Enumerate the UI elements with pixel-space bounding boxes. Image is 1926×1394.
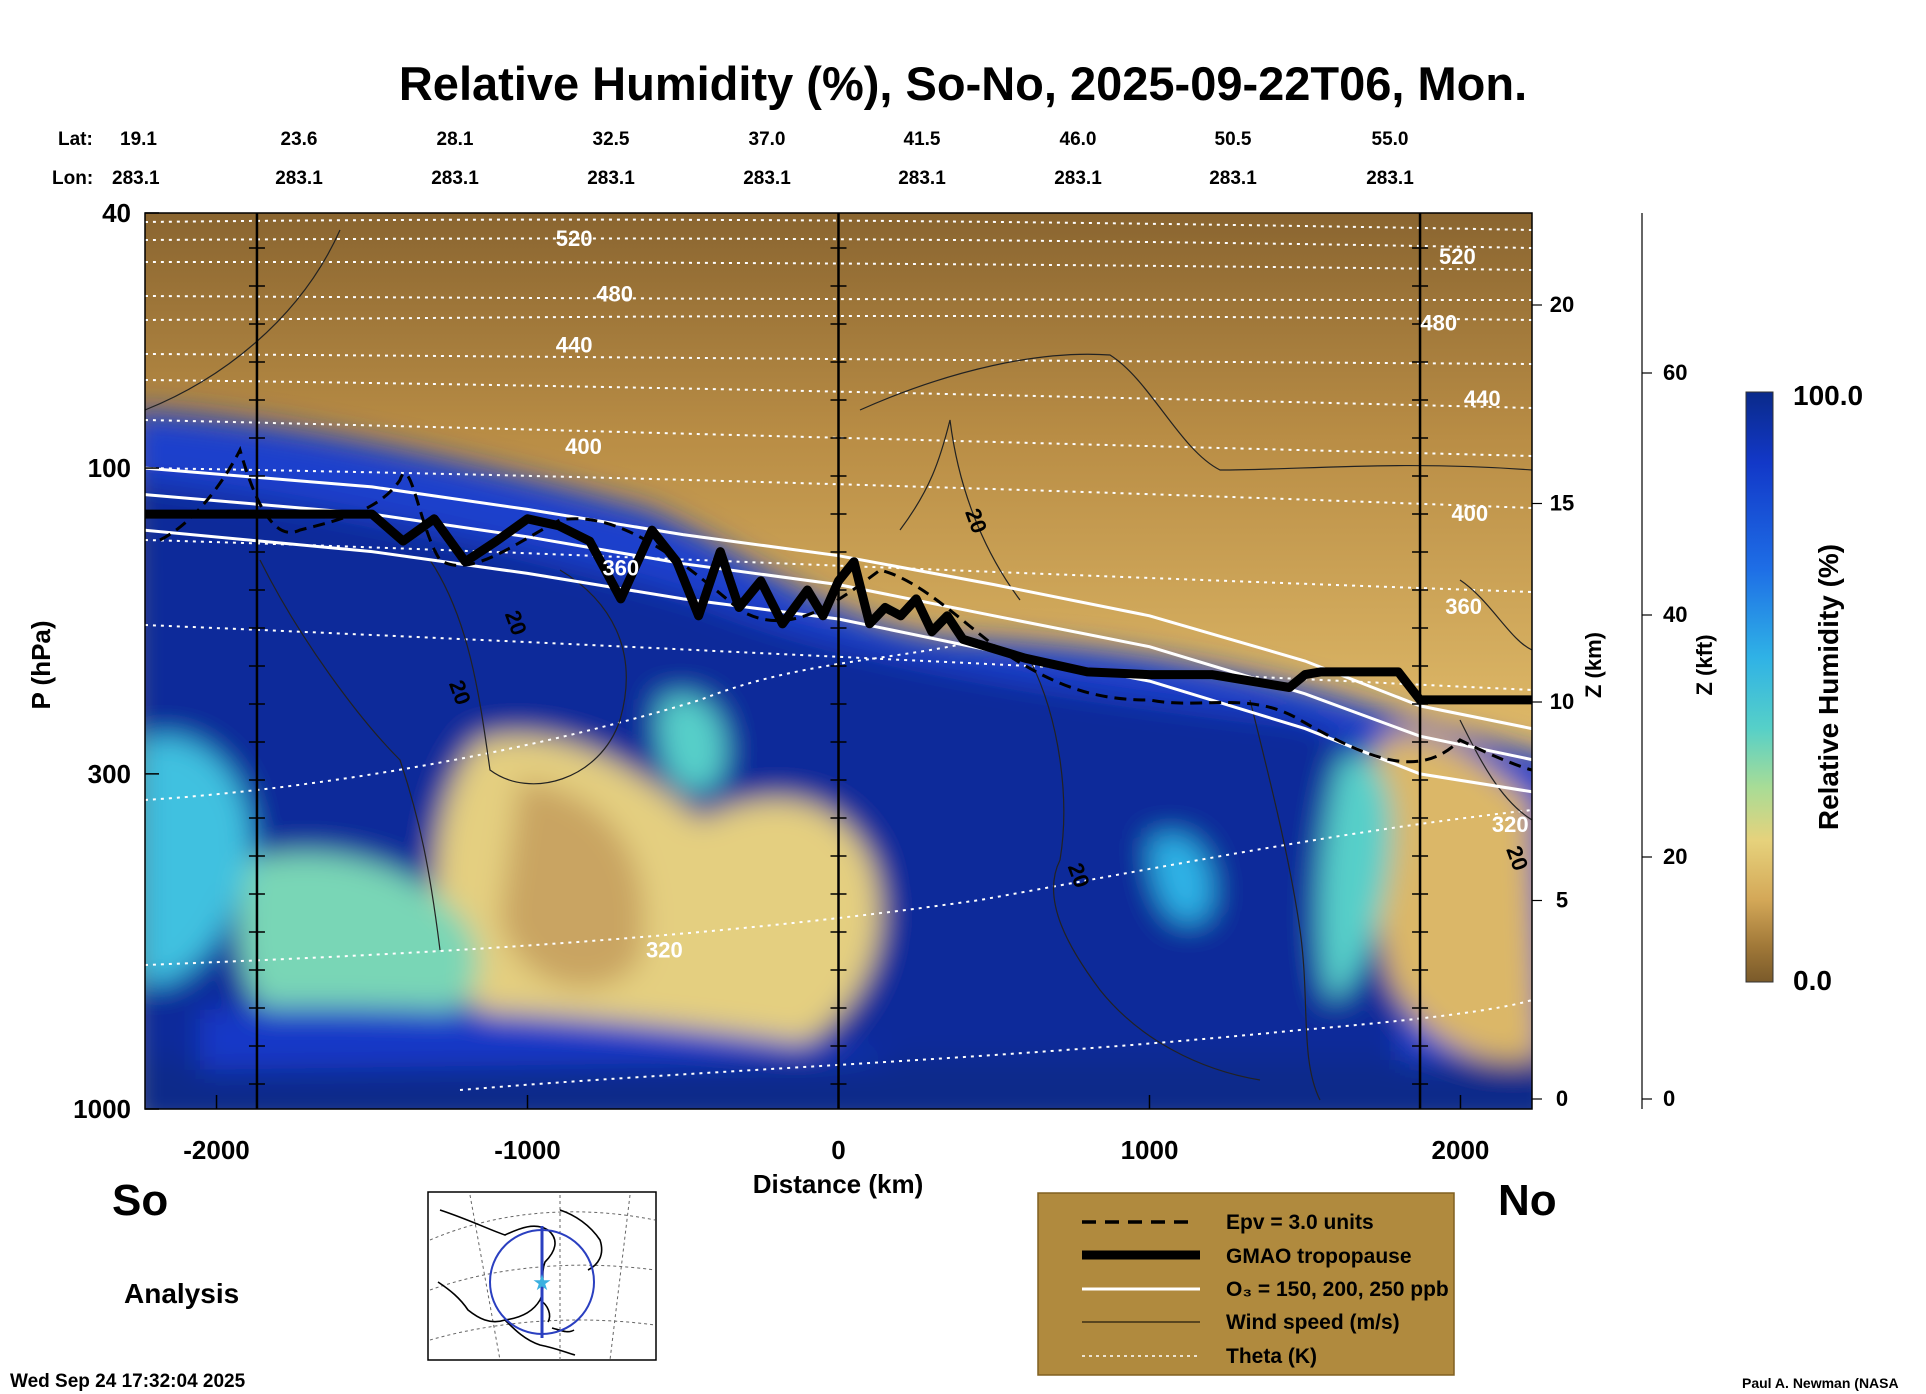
- analysis-label: Analysis: [124, 1278, 239, 1309]
- theta-label: 320: [646, 937, 683, 962]
- z-kft-tick-label: 60: [1663, 360, 1687, 385]
- p-axis-ticks: 40 100 300 1000: [73, 198, 159, 1124]
- credit: Paul A. Newman (NASA: [1742, 1375, 1899, 1391]
- lon-value: 283.1: [1054, 168, 1102, 189]
- theta-label: 360: [1445, 594, 1482, 619]
- z-km-axis-title: Z (km): [1581, 632, 1606, 698]
- theta-label: 520: [556, 226, 593, 251]
- north-label: No: [1498, 1176, 1557, 1225]
- lat-value: 46.0: [1060, 129, 1097, 150]
- p-tick-label: 100: [88, 453, 131, 483]
- lat-value: 32.5: [593, 129, 630, 150]
- p-tick-label: 40: [102, 198, 131, 228]
- chart-title: Relative Humidity (%), So-No, 2025-09-22…: [399, 57, 1527, 110]
- colorbar-title: Relative Humidity (%): [1813, 544, 1844, 830]
- inset-map: ★: [427, 1191, 657, 1361]
- legend-item-theta: Theta (K): [1226, 1345, 1317, 1368]
- colorbar: 100.0 0.0 Relative Humidity (%): [1745, 380, 1863, 996]
- z-km-tick-label: 20: [1550, 292, 1574, 317]
- coastline: [437, 1209, 603, 1356]
- lon-value: 283.1: [898, 168, 946, 189]
- legend-item-epv: Epv = 3.0 units: [1226, 1211, 1374, 1234]
- lon-value: 283.1: [1209, 168, 1257, 189]
- y-axis-title: P (hPa): [26, 620, 56, 709]
- lon-value: 283.1: [112, 168, 160, 189]
- z-kft-tick-label: 0: [1663, 1086, 1675, 1111]
- theta-label: 440: [556, 332, 593, 357]
- section-center-star-icon: ★: [532, 1270, 552, 1295]
- z-kft-axis-title: Z (kft): [1692, 634, 1717, 695]
- timestamp: Wed Sep 24 17:32:04 2025: [10, 1371, 246, 1392]
- legend-item-ozone: O₃ = 150, 200, 250 ppb: [1226, 1278, 1449, 1301]
- z-kft-tick-label: 40: [1663, 602, 1687, 627]
- z-km-axis-ticks: 0 5 10 15 20: [1532, 292, 1574, 1111]
- lat-value: 37.0: [749, 129, 786, 150]
- lon-value: 283.1: [1366, 168, 1414, 189]
- x-axis-ticks: -2000 -1000 0 1000 2000: [183, 1095, 1489, 1165]
- lat-value: 28.1: [437, 129, 474, 150]
- wind-speed-contours: [145, 229, 1532, 1101]
- gmao-tropopause-line: [145, 509, 1532, 705]
- z-kft-axis-ticks: 0 20 40 60: [1641, 213, 1687, 1111]
- theta-label: 480: [596, 282, 633, 307]
- lat-value: 50.5: [1215, 129, 1252, 150]
- theta-label: 360: [602, 555, 639, 580]
- lat-values: 19.1 23.6 28.1 32.5 37.0 41.5 46.0 50.5 55.0: [120, 129, 1408, 150]
- p-tick-label: 1000: [73, 1094, 131, 1124]
- z-km-tick-label: 5: [1556, 888, 1568, 913]
- z-kft-tick-label: 20: [1663, 844, 1687, 869]
- lon-value: 283.1: [587, 168, 635, 189]
- lat-value: 23.6: [281, 129, 318, 150]
- lon-value: 283.1: [431, 168, 479, 189]
- colorbar-max-label: 100.0: [1793, 380, 1863, 411]
- vertical-reference-lines: [248, 213, 1429, 1109]
- lon-value: 283.1: [275, 168, 323, 189]
- theta-label: 400: [565, 434, 602, 459]
- ozone-line-150: [145, 466, 1532, 731]
- theta-label: 480: [1420, 310, 1457, 335]
- z-km-tick-label: 10: [1550, 689, 1574, 714]
- x-tick-label: 1000: [1121, 1135, 1179, 1165]
- lat-value: 19.1: [120, 129, 157, 150]
- p-tick-label: 300: [88, 759, 131, 789]
- lat-value: 55.0: [1372, 129, 1409, 150]
- lon-value: 283.1: [743, 168, 791, 189]
- lat-header-label: Lat:: [58, 129, 93, 150]
- x-tick-label: -2000: [183, 1135, 250, 1165]
- theta-label: 400: [1451, 501, 1488, 526]
- legend-item-tropopause: GMAO tropopause: [1226, 1245, 1412, 1268]
- z-km-tick-label: 15: [1550, 491, 1574, 516]
- legend: Epv = 3.0 units GMAO tropopause O₃ = 150…: [1037, 1192, 1455, 1376]
- x-tick-label: -1000: [494, 1135, 561, 1165]
- x-tick-label: 0: [831, 1135, 845, 1165]
- z-km-tick-label: 0: [1556, 1086, 1568, 1111]
- lon-header-label: Lon:: [52, 168, 93, 189]
- colorbar-min-label: 0.0: [1793, 965, 1832, 996]
- lon-values: 283.1 283.1 283.1 283.1 283.1 283.1 283.1 283.1…: [112, 168, 1414, 189]
- x-tick-label: 2000: [1432, 1135, 1490, 1165]
- theta-label: 440: [1464, 386, 1501, 411]
- colorbar-gradient: [1745, 391, 1774, 983]
- legend-item-wind: Wind speed (m/s): [1226, 1311, 1400, 1334]
- lat-value: 41.5: [904, 129, 941, 150]
- theta-label: 320: [1492, 812, 1529, 837]
- theta-label: 520: [1439, 244, 1476, 269]
- south-label: So: [112, 1176, 168, 1225]
- x-axis-title: Distance (km): [753, 1169, 924, 1199]
